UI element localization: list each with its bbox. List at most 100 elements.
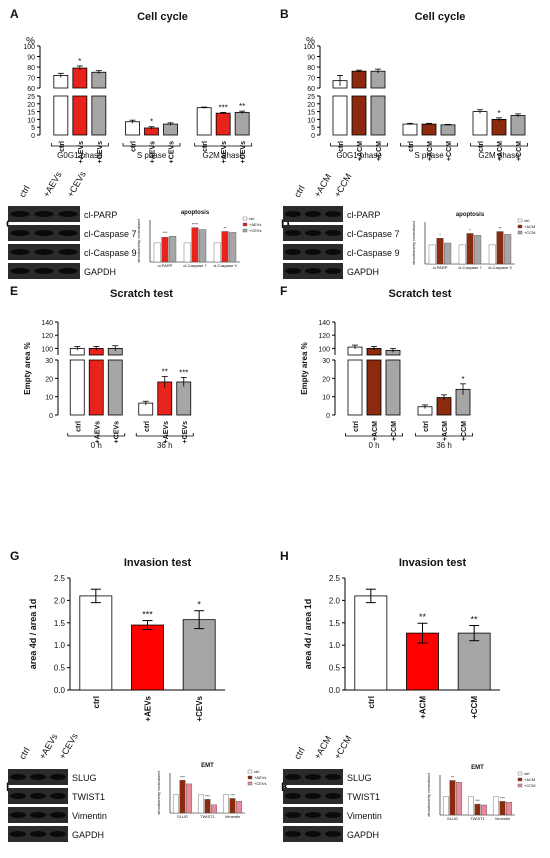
inset-legend-label: +CEVs bbox=[254, 781, 267, 786]
y-tick-label: 2.0 bbox=[329, 596, 341, 605]
inset-bar bbox=[204, 799, 211, 814]
panel-E: E Scratch test Empty area % 100 120 140 0 10 20 3… bbox=[10, 284, 194, 450]
inset-category-label: cl-Caspase 9 bbox=[213, 263, 237, 268]
inset-bar bbox=[197, 794, 204, 814]
band-label: GAPDH bbox=[347, 267, 379, 277]
inset-significance: ** bbox=[498, 226, 502, 231]
blot-band bbox=[34, 230, 54, 236]
bar bbox=[457, 632, 491, 691]
blot-band bbox=[50, 793, 66, 799]
blot-band bbox=[10, 230, 30, 236]
group-bracket bbox=[135, 433, 194, 437]
x-tick-label: ctrl bbox=[59, 141, 66, 152]
y-tick-label: 90 bbox=[27, 55, 35, 62]
y-tick-label: 10 bbox=[45, 395, 53, 402]
y-tick-label: 1.0 bbox=[329, 641, 341, 650]
lane-label: ctrl bbox=[17, 746, 32, 761]
inset-bar bbox=[499, 801, 506, 816]
inset-legend-swatch bbox=[247, 781, 253, 786]
blot-band bbox=[58, 249, 78, 255]
bar bbox=[176, 381, 192, 416]
bar-lower bbox=[107, 359, 123, 416]
blot-band bbox=[34, 268, 54, 274]
bar bbox=[472, 111, 488, 136]
x-tick-label: +AEVs bbox=[221, 141, 228, 163]
inset-significance: ** bbox=[451, 774, 455, 779]
y-tick-label: 140 bbox=[41, 320, 53, 327]
inset-category-label: cl-Caspase 7 bbox=[458, 265, 482, 270]
inset-bar bbox=[444, 242, 452, 265]
significance-label: ** bbox=[471, 614, 479, 624]
inset-legend-swatch bbox=[517, 771, 523, 776]
inset-category-label: cl-PARP bbox=[433, 265, 448, 270]
x-tick-label: ctrl bbox=[144, 421, 151, 432]
inset-legend-swatch bbox=[517, 224, 523, 229]
group-bracket bbox=[67, 433, 126, 437]
inset-significance: * bbox=[469, 227, 471, 232]
inset-bar bbox=[186, 783, 193, 814]
group-label: G0G1 phase bbox=[57, 151, 103, 160]
group-label: 36 h bbox=[436, 441, 452, 450]
bar bbox=[354, 595, 388, 691]
blot-band bbox=[325, 268, 341, 274]
x-tick-label: +AEVs bbox=[150, 141, 157, 163]
inset-significance: *** bbox=[163, 230, 168, 235]
inset-legend-swatch bbox=[242, 222, 248, 227]
inset-legend-label: +AEVs bbox=[254, 775, 266, 780]
x-tick-label: +CCM bbox=[461, 421, 468, 441]
blot-band bbox=[285, 774, 301, 780]
inset-bar bbox=[481, 804, 488, 816]
blot-band bbox=[325, 793, 341, 799]
group-bracket bbox=[345, 433, 403, 437]
panel-letter: B bbox=[280, 7, 289, 21]
inset-legend-label: ctrl bbox=[524, 218, 529, 223]
x-tick-label: +CCM bbox=[446, 141, 453, 161]
inset-bar bbox=[169, 236, 177, 263]
blot-band bbox=[34, 211, 54, 217]
inset-bar bbox=[466, 233, 474, 265]
inset-bar bbox=[492, 796, 499, 816]
y-tick-label: 60 bbox=[27, 86, 35, 93]
inset-bar bbox=[504, 234, 512, 265]
x-tick-label: +AEVs bbox=[163, 421, 170, 443]
bar bbox=[440, 124, 456, 136]
y-axis-label: Empty area % bbox=[23, 342, 32, 394]
panel-letter: I bbox=[6, 780, 9, 794]
inset-bar bbox=[467, 796, 474, 816]
blot-band bbox=[325, 831, 341, 837]
bar bbox=[510, 115, 526, 136]
blot-band bbox=[50, 831, 66, 837]
bar-lower bbox=[88, 359, 104, 416]
group-label: 36 h bbox=[157, 441, 173, 450]
lane-label: +ACM bbox=[312, 172, 333, 199]
x-tick-label: +ACM bbox=[442, 421, 449, 441]
significance-label: * bbox=[497, 109, 500, 118]
band-label: GAPDH bbox=[84, 267, 116, 277]
blot-band bbox=[10, 812, 26, 818]
y-tick-label: 10 bbox=[27, 117, 35, 124]
x-tick-label: +CEVs bbox=[113, 421, 120, 443]
inset-bar bbox=[428, 244, 436, 265]
blot-band bbox=[285, 793, 301, 799]
group-bracket bbox=[194, 143, 253, 147]
inset-bar bbox=[442, 796, 449, 816]
bar bbox=[79, 595, 113, 691]
significance-label: *** bbox=[218, 103, 227, 112]
blot-band bbox=[58, 268, 78, 274]
band-label: cl-PARP bbox=[84, 210, 117, 220]
chart-title: Scratch test bbox=[389, 288, 452, 300]
inset-category-label: TWIST1 bbox=[470, 816, 485, 821]
blot-band bbox=[30, 831, 46, 837]
blot-band bbox=[325, 774, 341, 780]
band-label: SLUG bbox=[347, 773, 372, 783]
band-label: cl-Caspase 7 bbox=[347, 229, 400, 239]
lane-label: ctrl bbox=[292, 746, 307, 761]
bar-upper bbox=[72, 67, 88, 89]
group-label: 0 h bbox=[368, 441, 379, 450]
inset-bar bbox=[211, 804, 218, 814]
bar bbox=[234, 111, 250, 136]
inset-bar bbox=[458, 244, 466, 265]
x-tick-label: ctrl bbox=[367, 696, 376, 708]
